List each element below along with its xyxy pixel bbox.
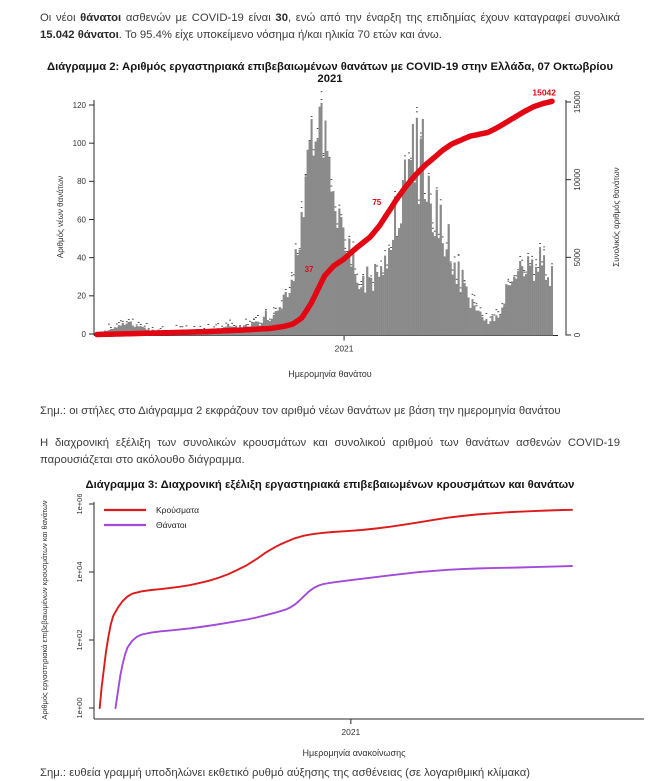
svg-text:Κρούσματα: Κρούσματα [156,505,199,515]
svg-text:20: 20 [77,292,86,301]
svg-text:75: 75 [372,198,381,207]
svg-text:2021: 2021 [341,727,360,737]
diagram3-note: Σημ.: ευθεία γραμμή υποδηλώνει εκθετικό … [40,766,530,779]
svg-text:15042: 15042 [532,87,556,97]
svg-text:Συνολικός αριθμός θανάτων: Συνολικός αριθμός θανάτων [612,167,621,266]
svg-text:120: 120 [73,101,87,110]
svg-text:37: 37 [305,265,314,274]
svg-text:Θάνατοι: Θάνατοι [156,520,187,530]
svg-text:Ημερομηνία θανάτου: Ημερομηνία θανάτου [288,369,372,379]
svg-text:1e+04: 1e+04 [75,561,84,582]
intro-segment: , ενώ από την έναρξη της επιδημίας έχουν… [287,12,620,24]
diagram2-note: Σημ.: οι στήλες στο Διάγραμμα 2 εκφράζου… [40,404,561,417]
intro-segment: Οι νέοι [40,12,81,24]
intro-segment: 30 [275,12,288,24]
svg-text:15000: 15000 [573,90,582,113]
diagram3-chart: 1e+00 1e+02 1e+04 1e+06 Αριθμός εργαστηριακά… [40,494,644,758]
diagram3-section: Διάγραμμα 3: Διαχρονική εξέλιξη εργαστηρ… [40,478,644,781]
svg-text:0: 0 [82,330,87,339]
intro-segment: . Το 95.4% είχε υποκείμενο νόσημα ή/και … [118,28,442,41]
svg-text:80: 80 [77,177,86,186]
svg-text:2021: 2021 [335,343,354,353]
intro-segment: 15.042 θάνατοι [40,28,119,41]
intro-paragraph: Οι νέοι θάνατοι ασθενών με COVID-19 είνα… [40,10,620,44]
svg-text:40: 40 [77,253,86,262]
svg-text:100: 100 [73,139,87,148]
svg-text:5000: 5000 [573,248,582,266]
diagram2-section: Διάγραμμα 2: Αριθμός εργαστηριακά επιβεβ… [40,60,621,420]
svg-text:1e+06: 1e+06 [75,494,84,515]
diagram3-title: Διάγραμμα 3: Διαχρονική εξέλιξη εργαστηρ… [85,478,575,491]
svg-text:60: 60 [77,215,86,224]
transition-paragraph: Η διαχρονική εξέλιξη των συνολικών κρουσ… [40,436,620,466]
svg-text:Ημερομηνία ανακοίνωσης: Ημερομηνία ανακοίνωσης [303,748,407,758]
intro-segment: ασθενών με COVID-19 είναι [121,12,276,24]
svg-text:1e+00: 1e+00 [75,697,84,718]
svg-text:1e+02: 1e+02 [75,629,84,650]
svg-text:0: 0 [573,332,582,337]
diagram2-title: Διάγραμμα 2: Αριθμός εργαστηριακά επιβεβ… [46,60,614,85]
intro-segment: θάνατοι [80,12,122,24]
svg-text:Αριθμός εργαστηριακά επιβεβαιω: Αριθμός εργαστηριακά επιβεβαιωμένων κρου… [40,500,49,719]
svg-text:Αριθμός νέων θανάτων: Αριθμός νέων θανάτων [56,176,65,258]
svg-text:10000: 10000 [573,168,582,191]
diagram2-chart: 0 20 40 60 80 100 120 Αριθμός νέων θανάτων 0 5000… [56,87,621,379]
